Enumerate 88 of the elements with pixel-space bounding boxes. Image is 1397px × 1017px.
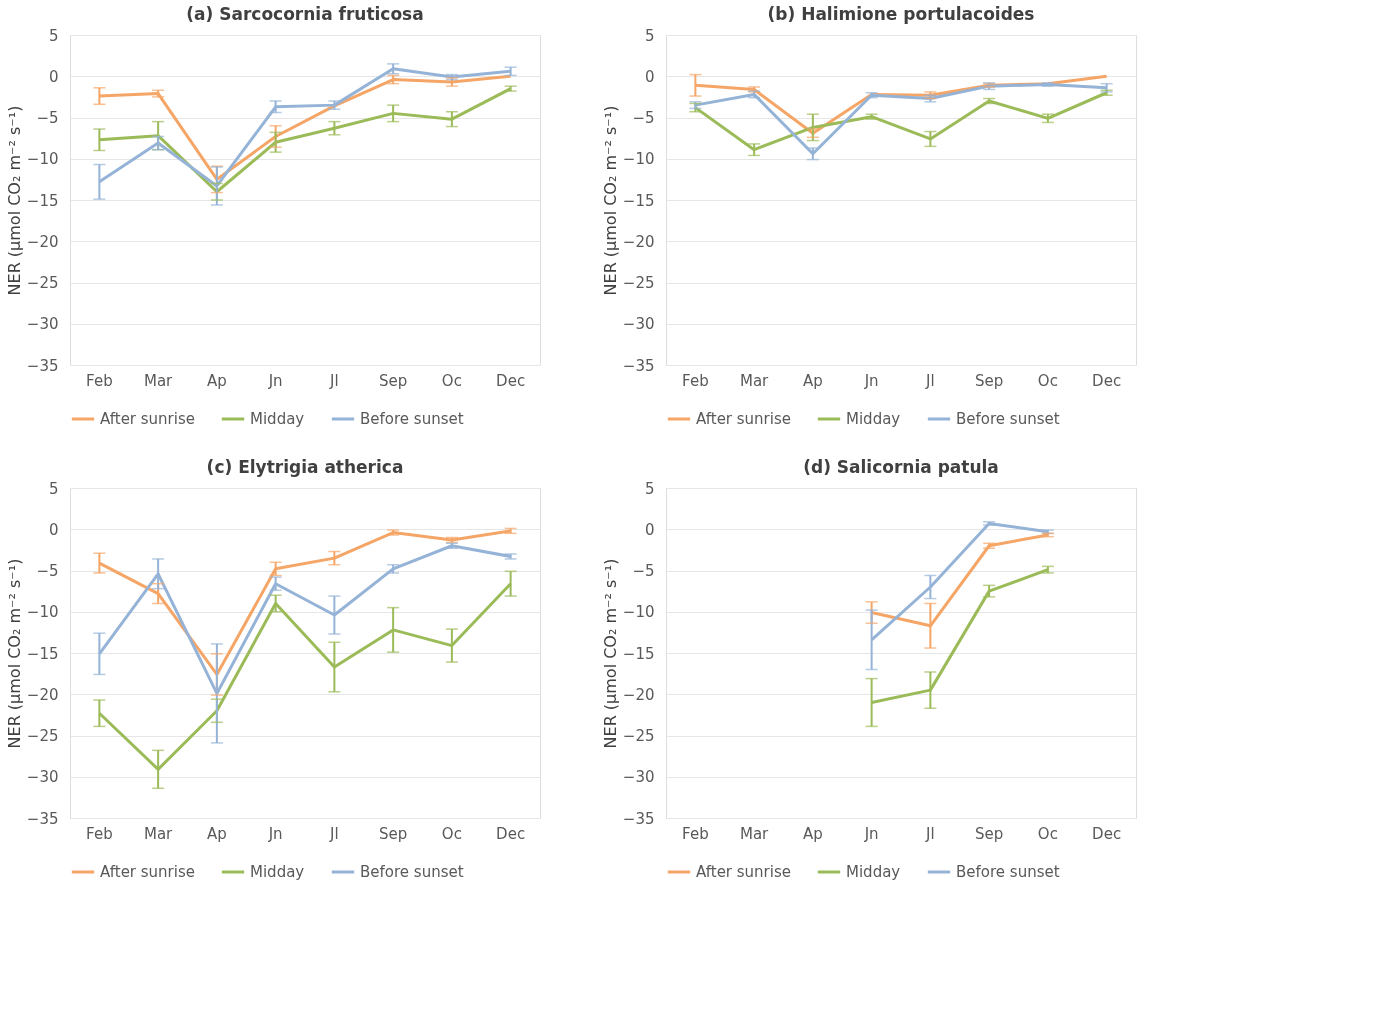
y-tick-label: −15 [622, 191, 655, 210]
y-tick-label: −15 [26, 644, 59, 663]
x-tick-label: Jl [329, 371, 339, 390]
y-tick-label: −20 [26, 232, 59, 251]
y-tick-label: 5 [48, 26, 59, 45]
y-tick-label: −30 [622, 315, 655, 334]
legend-label: After sunrise [100, 410, 195, 428]
y-axis-title: NER (µmol CO₂ m⁻² s⁻¹) [4, 105, 24, 296]
y-tick-label: −5 [36, 109, 59, 127]
x-tick-label: Oc [441, 371, 462, 390]
y-tick-label: −35 [26, 809, 59, 828]
legend-label: Before sunset [360, 410, 464, 428]
x-tick-label: Ap [802, 824, 823, 843]
y-tick-label: −5 [36, 562, 59, 580]
legend-label: Midday [250, 410, 305, 428]
y-tick-label: 0 [48, 67, 59, 86]
x-tick-label: Oc [1037, 371, 1058, 390]
y-tick-label: −25 [26, 274, 59, 292]
y-tick-label: −30 [622, 768, 655, 787]
x-tick-label: Mar [143, 371, 174, 390]
x-tick-label: Sep [974, 371, 1004, 390]
x-tick-label: Dec [1092, 371, 1122, 390]
legend-label: Midday [846, 863, 901, 881]
legend-label: After sunrise [696, 863, 791, 881]
x-tick-label: Sep [378, 824, 408, 843]
x-tick-label: Jl [925, 371, 935, 390]
y-tick-label: 5 [644, 479, 655, 498]
x-tick-label: Mar [143, 824, 174, 843]
x-tick-label: Ap [206, 824, 227, 843]
y-tick-label: −35 [26, 356, 59, 375]
x-tick-label: Oc [441, 824, 462, 843]
legend-label: Before sunset [956, 410, 1060, 428]
y-tick-label: −35 [622, 809, 655, 828]
legend-label: After sunrise [100, 863, 195, 881]
x-tick-label: Ap [206, 371, 227, 390]
y-axis-title: NER (µmol CO₂ m⁻² s⁻¹) [4, 558, 24, 749]
y-tick-label: −35 [622, 356, 655, 375]
y-tick-label: −25 [622, 274, 655, 292]
legend-label: Before sunset [956, 863, 1060, 881]
y-tick-label: −30 [26, 768, 59, 787]
y-axis-title: NER (µmol CO₂ m⁻² s⁻¹) [600, 105, 620, 296]
y-tick-label: 5 [48, 479, 59, 498]
chart-title: (a) Sarcocornia fruticosa [186, 4, 424, 24]
y-tick-label: −10 [622, 603, 655, 622]
y-tick-label: −5 [632, 562, 655, 580]
legend-label: Midday [250, 863, 305, 881]
y-tick-label: −30 [26, 315, 59, 334]
y-tick-label: −10 [26, 603, 59, 622]
y-tick-label: −15 [26, 191, 59, 210]
y-tick-label: −20 [26, 685, 59, 704]
x-tick-label: Oc [1037, 824, 1058, 843]
x-tick-label: Mar [739, 371, 770, 390]
x-tick-label: Jl [329, 824, 339, 843]
y-tick-label: −20 [622, 232, 655, 251]
y-axis-title: NER (µmol CO₂ m⁻² s⁻¹) [600, 558, 620, 749]
x-tick-label: Sep [378, 371, 408, 390]
y-tick-label: 0 [644, 520, 655, 539]
x-tick-label: Dec [496, 371, 526, 390]
y-tick-label: 0 [48, 520, 59, 539]
x-tick-label: Ap [802, 371, 823, 390]
x-tick-label: Feb [86, 824, 113, 843]
y-tick-label: −25 [26, 727, 59, 745]
x-tick-label: Jn [267, 824, 283, 843]
chart-title: (c) Elytrigia atherica [206, 457, 404, 477]
y-tick-label: −5 [632, 109, 655, 127]
chart-title: (b) Halimione portulacoides [767, 4, 1035, 24]
legend-label: After sunrise [696, 410, 791, 428]
x-tick-label: Jn [863, 824, 879, 843]
x-tick-label: Jn [267, 371, 283, 390]
x-tick-label: Feb [682, 824, 709, 843]
x-tick-label: Jl [925, 824, 935, 843]
y-tick-label: −10 [622, 150, 655, 169]
legend-label: Midday [846, 410, 901, 428]
x-tick-label: Dec [1092, 824, 1122, 843]
y-tick-label: 0 [644, 67, 655, 86]
chart-title: (d) Salicornia patula [803, 457, 999, 477]
y-tick-label: −15 [622, 644, 655, 663]
x-tick-label: Dec [496, 824, 526, 843]
legend-label: Before sunset [360, 863, 464, 881]
y-tick-label: −25 [622, 727, 655, 745]
y-tick-label: 5 [644, 26, 655, 45]
x-tick-label: Mar [739, 824, 770, 843]
y-tick-label: −10 [26, 150, 59, 169]
x-tick-label: Feb [682, 371, 709, 390]
x-tick-label: Sep [974, 824, 1004, 843]
x-tick-label: Feb [86, 371, 113, 390]
y-tick-label: −20 [622, 685, 655, 704]
x-tick-label: Jn [863, 371, 879, 390]
